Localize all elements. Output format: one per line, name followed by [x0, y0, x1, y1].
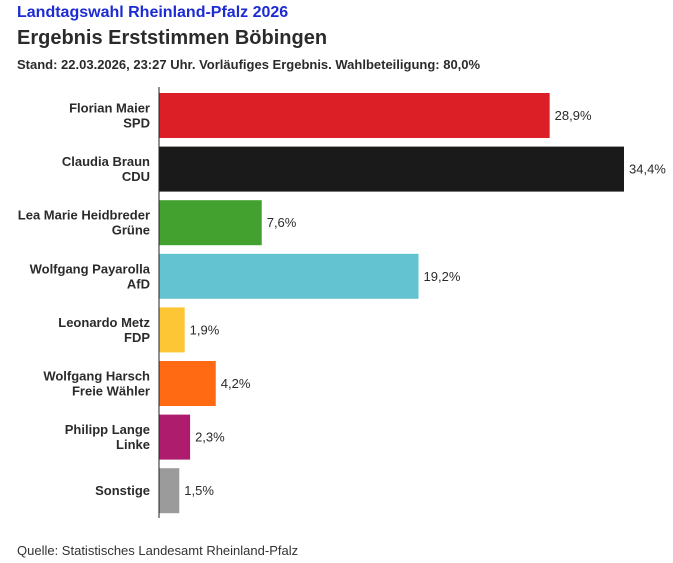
chart-kicker: Landtagswahl Rheinland-Pfalz 2026 [17, 4, 289, 21]
category-label-3: Wolfgang Payarolla AfD [30, 261, 151, 291]
bars-group [159, 93, 624, 514]
value-label-6: 2,3% [195, 430, 225, 445]
bar-chart: Florian Maier SPD Claudia Braun CDU Lea Mari… [18, 87, 666, 518]
bar-4 [159, 307, 185, 353]
source-note: Quelle: Statistisches Landesamt Rheinlan… [17, 543, 299, 558]
value-label-4: 1,9% [190, 322, 220, 337]
value-labels-group: 28,9% 34,4% 7,6% 19,2% 1,9% 4,2% 2,3% 1,5% [184, 108, 666, 498]
category-label-1: Claudia Braun CDU [62, 154, 150, 184]
bar-1 [159, 146, 624, 192]
value-label-7: 1,5% [184, 483, 214, 498]
value-label-2: 7,6% [267, 215, 297, 230]
value-label-0: 28,9% [555, 108, 592, 123]
bar-6 [159, 414, 191, 460]
chart-subtitle: Stand: 22.03.2026, 23:27 Uhr. Vorläufige… [17, 57, 481, 72]
bar-5 [159, 361, 216, 406]
value-label-1: 34,4% [629, 162, 666, 177]
bar-0 [159, 93, 550, 138]
category-label-6: Philipp Lange Linke [65, 422, 150, 452]
chart-title: Ergebnis Erststimmen Böbingen [17, 27, 328, 49]
bar-3 [159, 253, 419, 299]
category-label-5: Wolfgang Harsch Freie Wähler [43, 369, 150, 399]
category-label-4: Leonardo Metz FDP [58, 315, 150, 345]
bar-2 [159, 200, 262, 246]
bar-7 [159, 468, 180, 514]
value-label-5: 4,2% [221, 376, 251, 391]
category-label-7: Sonstige [95, 483, 150, 498]
value-label-3: 19,2% [424, 269, 461, 284]
category-label-0: Florian Maier SPD [69, 101, 150, 131]
category-labels-group: Florian Maier SPD Claudia Braun CDU Lea Mari… [18, 101, 151, 499]
category-label-2: Lea Marie Heidbreder Grüne [18, 208, 150, 238]
